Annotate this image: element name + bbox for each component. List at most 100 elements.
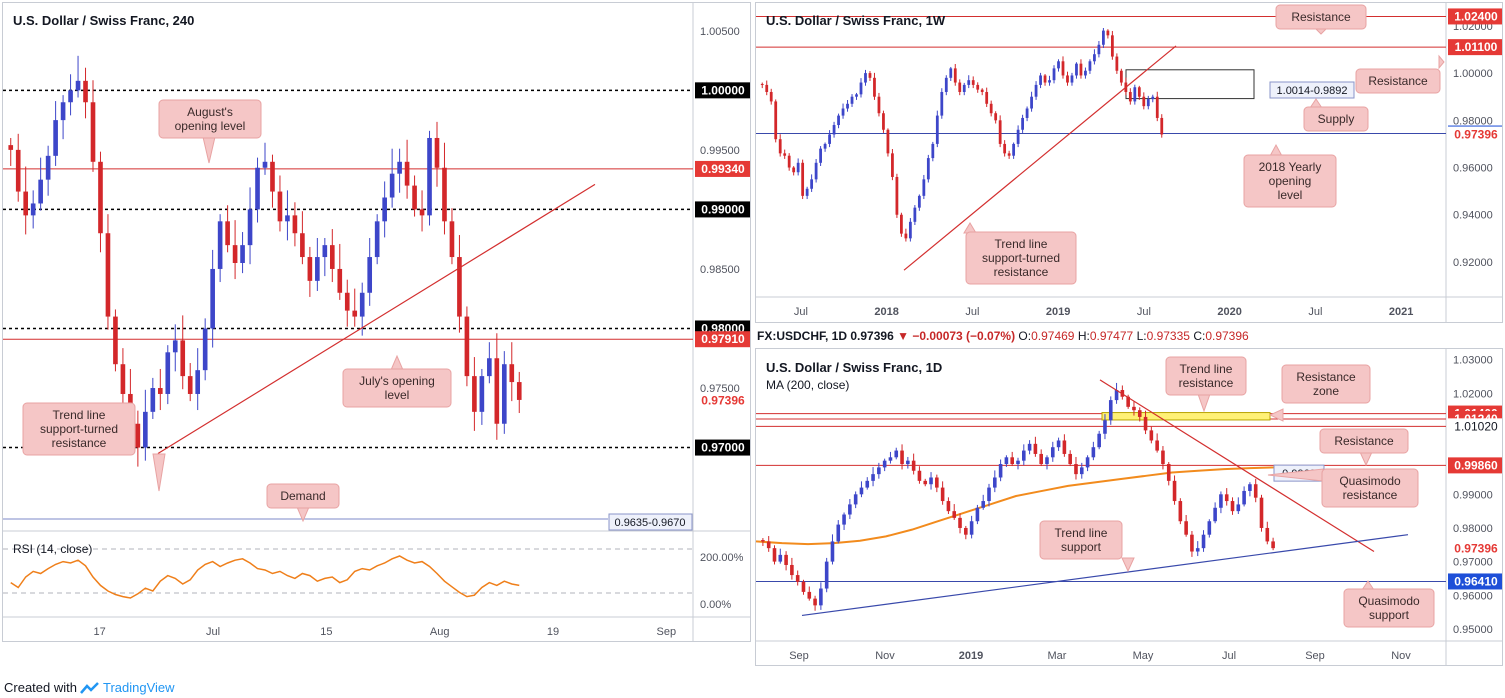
annotation-callout: Resistance [1319, 428, 1409, 467]
candle-body [434, 137, 440, 168]
candle-body [15, 149, 21, 192]
candle-body [1132, 406, 1136, 411]
callout-text: resistance [1179, 376, 1234, 390]
candle-body [958, 517, 962, 528]
candle-body [935, 115, 939, 144]
candle-body [846, 103, 849, 109]
candle-body [940, 487, 945, 502]
candle-body [774, 101, 778, 140]
candle-body [75, 80, 81, 91]
candle-body [1160, 117, 1164, 135]
candle-body [187, 376, 193, 394]
weekly-chart-canvas[interactable]: 1.020001.000000.980000.960000.940000.920… [756, 3, 1503, 323]
callout-box [1303, 106, 1369, 132]
candle-body [105, 233, 111, 317]
x-tick-label: Jul [206, 626, 220, 638]
candle-body [1079, 63, 1083, 76]
candle-body [322, 245, 328, 258]
candle-body [255, 167, 260, 210]
supply-zone-label: 1.0014-0.9892 [1277, 85, 1348, 97]
callout-text: Quasimodo [1358, 594, 1420, 608]
candle-body [769, 91, 773, 102]
candle-body [1271, 541, 1275, 549]
candle-body [1007, 153, 1011, 156]
callout-text: Trend line [1180, 362, 1233, 376]
y-tick-label: 0.99500 [700, 145, 740, 157]
candle-body [958, 82, 962, 92]
candle-body [1155, 96, 1159, 118]
candle-body [374, 221, 380, 258]
trend-line-support [801, 534, 1409, 617]
callout-box [1355, 68, 1441, 94]
candle-body [865, 480, 870, 488]
callout-text: Resistance [1296, 370, 1356, 384]
candle-body [1075, 63, 1078, 76]
candle-body [329, 245, 335, 269]
candle-body [877, 467, 881, 475]
price-tag-box [1448, 573, 1502, 590]
candle-body [1025, 108, 1029, 118]
candle-body [931, 143, 935, 159]
callout-box [1243, 154, 1337, 208]
callout-text: level [1278, 188, 1303, 202]
y-tick-label: 0.94000 [1453, 210, 1493, 222]
y-tick-label: 0.96000 [1453, 163, 1493, 175]
candle-body [1219, 494, 1223, 508]
weekly-chart-pane[interactable]: 1.02000 1.00000 0.98000 0.96000 0.94000 0.920… [755, 2, 1503, 323]
candle-body [509, 364, 515, 383]
candle-body [823, 143, 827, 149]
candle-body [344, 292, 350, 311]
candle-body [859, 82, 863, 95]
candle-body [45, 155, 51, 180]
candle-body [1012, 143, 1016, 156]
ticker-change: −0.00073 (−0.07%) [912, 329, 1016, 343]
candle-body [864, 73, 867, 83]
candle-body [772, 548, 777, 562]
candle-body [389, 173, 395, 198]
candle-body [516, 382, 522, 400]
candle-body [801, 581, 806, 592]
candle-body [783, 153, 787, 156]
ticker-last: 0.97396 [850, 329, 894, 343]
candle-body [868, 73, 872, 78]
ticker-high-label: H: [1077, 329, 1090, 343]
candle-body [911, 460, 916, 471]
candle-body [842, 514, 846, 525]
candle-body [855, 94, 858, 97]
candle-body [922, 179, 926, 196]
price-tag-box [1448, 418, 1502, 435]
rsi-line [10, 555, 520, 599]
daily-chart-pane[interactable]: 1.03000 1.02000 0.99000 0.98000 0.97000 0.960… [755, 348, 1503, 666]
candle-body [1236, 504, 1241, 512]
candle-body [23, 191, 29, 216]
candle-body [848, 504, 852, 515]
candle-body [980, 89, 984, 92]
h4-chart-canvas[interactable]: 1.00500 0.99500 0.98500 0.97500 1.00000 0.993… [3, 3, 751, 642]
study-label: MA (200, close) [766, 378, 849, 392]
candle-body [964, 527, 968, 535]
candle-body [1070, 75, 1074, 83]
trend-line-resistance [1099, 379, 1375, 553]
candle-body [30, 203, 36, 216]
candle-body [761, 540, 765, 542]
candle-body [1190, 534, 1194, 552]
candle-body [929, 477, 933, 485]
callout-text: Resistance [1368, 74, 1428, 88]
candle-body [1097, 44, 1101, 55]
y-tick-label: 0.97000 [1453, 557, 1493, 569]
callout-pointer [202, 136, 216, 164]
candle-body [944, 77, 948, 92]
annotation-callout: Resistance [1275, 4, 1367, 35]
candle-body [976, 84, 980, 90]
footer-brand[interactable]: TradingView [102, 680, 175, 695]
candle-body [1230, 501, 1235, 512]
callout-pointer [1197, 393, 1211, 413]
candle-body [1242, 490, 1246, 505]
h4-chart-pane[interactable]: 1.00500 0.99500 0.98500 0.97500 1.00000 0.993… [2, 2, 751, 642]
x-tick-label: 2021 [1389, 306, 1413, 318]
candle-body [157, 388, 163, 394]
daily-chart-canvas[interactable]: 1.03000 1.02000 0.99000 0.98000 0.97000 0.960… [756, 349, 1503, 666]
